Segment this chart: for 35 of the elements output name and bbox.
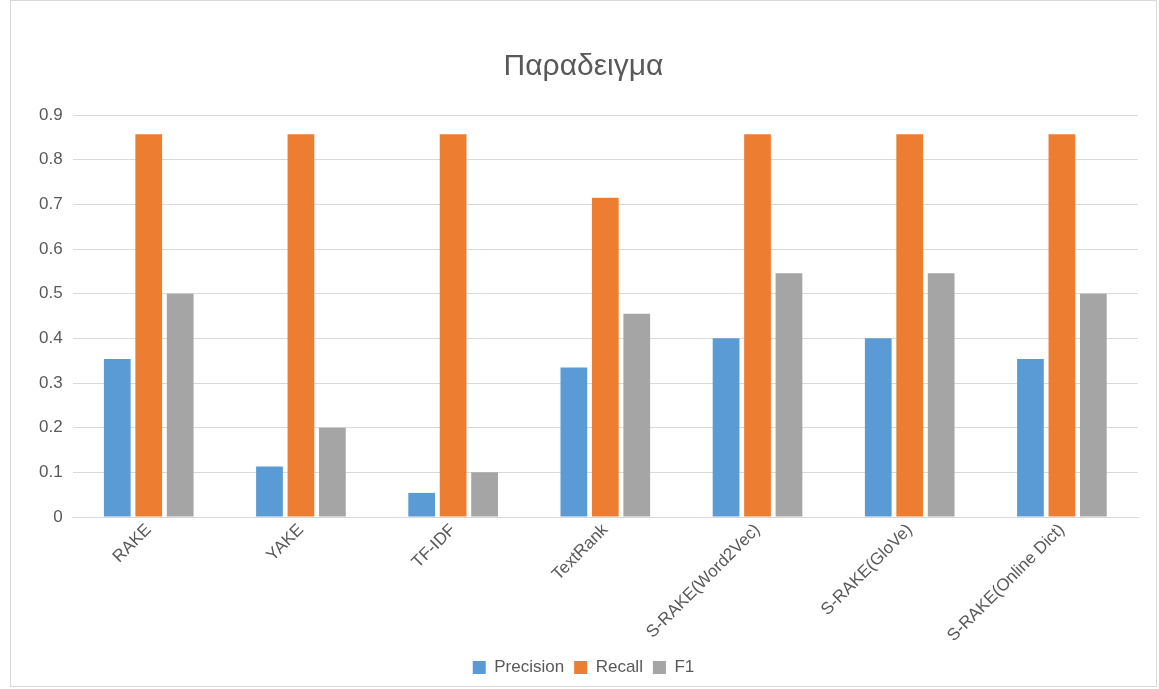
y-tick-label: 0.1 xyxy=(38,462,63,482)
bar xyxy=(471,472,498,517)
bar xyxy=(287,134,315,517)
bar xyxy=(896,134,924,517)
bar xyxy=(1079,293,1107,517)
y-tick-label: 0.9 xyxy=(38,104,63,124)
y-tick-label: 0.8 xyxy=(38,149,63,169)
bar xyxy=(623,313,651,517)
bar xyxy=(591,197,619,517)
bar xyxy=(744,134,771,517)
bar xyxy=(927,273,955,517)
y-tick-label: 0.5 xyxy=(38,283,63,303)
bar xyxy=(103,358,131,517)
bar xyxy=(408,492,436,517)
bar xyxy=(775,273,803,517)
bar xyxy=(1048,134,1076,517)
y-tick-label: 0 xyxy=(53,506,63,526)
bar xyxy=(712,338,740,517)
bar xyxy=(1017,358,1044,517)
bar xyxy=(135,134,163,517)
bar xyxy=(560,367,588,517)
bar xyxy=(439,134,467,517)
y-tick-label: 0.6 xyxy=(38,238,63,258)
y-tick-label: 0.4 xyxy=(38,328,63,348)
legend-label: F1 xyxy=(674,657,695,677)
bar xyxy=(256,466,283,517)
y-tick-label: 0.3 xyxy=(38,372,63,392)
legend-label: Precision xyxy=(494,657,565,677)
chart-title: Παραδειγμα xyxy=(503,48,664,82)
y-tick-label: 0.2 xyxy=(38,417,63,437)
bar xyxy=(319,427,346,517)
bar xyxy=(864,338,892,517)
y-tick-label: 0.7 xyxy=(38,194,63,214)
legend-label: Recall xyxy=(595,657,643,677)
bar xyxy=(166,293,194,517)
